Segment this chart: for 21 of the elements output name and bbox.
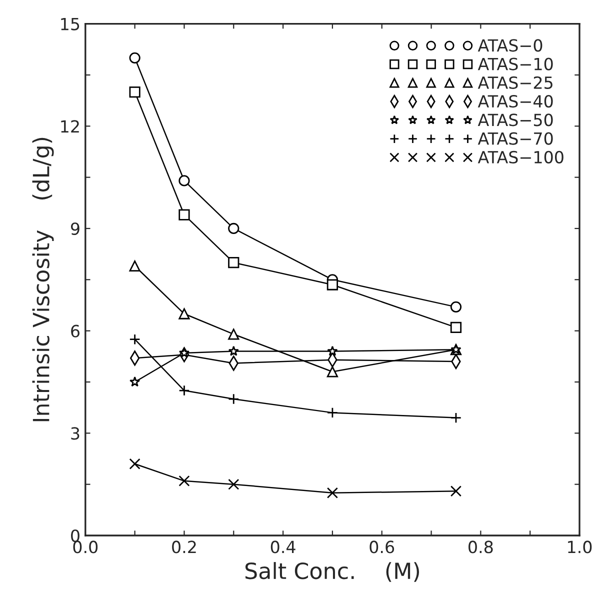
- x-tick-label: 0.8: [468, 540, 493, 554]
- y-axis-title: Intrinsic Viscosity (dL/g): [32, 138, 54, 422]
- legend-label: ATAS−40: [478, 94, 553, 108]
- x-tick-label: 0.4: [270, 540, 296, 554]
- y-tick-label: 15: [61, 18, 80, 30]
- x-tick-label: 1.0: [568, 540, 592, 554]
- y-tick-label: 3: [71, 427, 80, 440]
- y-tick-label: 12: [61, 120, 79, 132]
- x-axis-title: Salt Conc. (M): [245, 562, 420, 582]
- y-tick-label: 9: [70, 222, 80, 236]
- legend-label: ATAS−100: [478, 150, 564, 164]
- legend-label: ATAS−50: [478, 114, 553, 126]
- legend-label: ATAS−10: [478, 58, 553, 70]
- y-tick-label: 6: [71, 324, 80, 338]
- x-tick-label: 0.2: [172, 540, 196, 554]
- legend-label: ATAS−70: [478, 132, 553, 145]
- legend-label: ATAS−25: [478, 76, 552, 89]
- legend-label: ATAS−0: [478, 39, 542, 52]
- x-tick-label: 0.0: [73, 540, 98, 554]
- y-tick-label: 0: [71, 529, 80, 542]
- x-tick-label: 0.6: [370, 540, 394, 554]
